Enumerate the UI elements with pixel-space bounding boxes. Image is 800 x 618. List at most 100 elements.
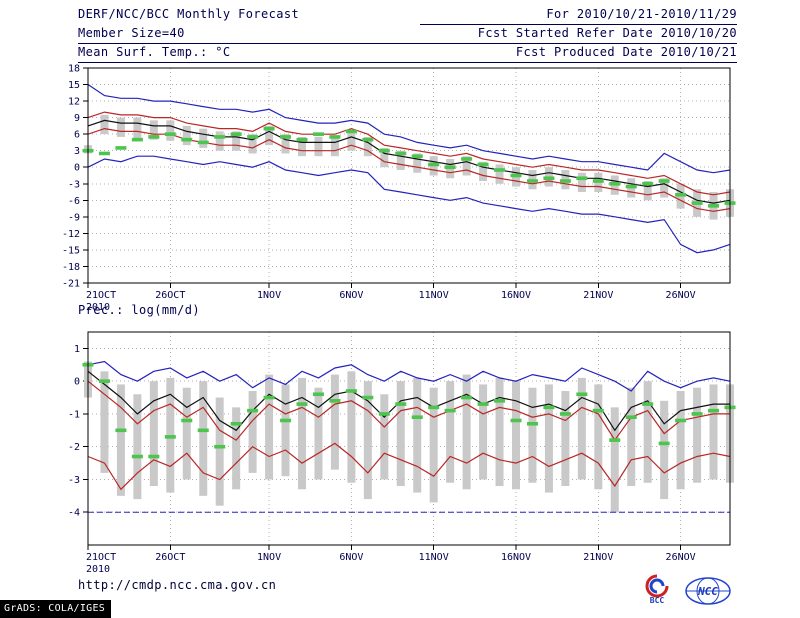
obs-dash: [362, 137, 374, 142]
y-tick-label: -15: [62, 245, 80, 256]
ensemble-spread-bar: [577, 172, 586, 193]
x-tick-label: 26OCT: [155, 552, 185, 563]
ensemble-spread-bar: [627, 387, 636, 487]
ensemble-spread-bar: [149, 381, 158, 487]
ensemble-spread-bar: [660, 400, 669, 500]
ensemble-spread-bar: [660, 178, 669, 198]
ensemble-spread-bar: [363, 381, 372, 500]
obs-dash: [345, 129, 357, 134]
obs-dash: [494, 399, 506, 403]
bcc-logo: BCC: [641, 572, 673, 608]
obs-dash: [296, 137, 308, 142]
x-tick-label: 1NOV: [257, 552, 281, 563]
x-tick-label: 21NOV: [583, 552, 613, 563]
y-tick-label: 18: [68, 64, 80, 75]
obs-dash: [526, 179, 538, 183]
y-tick-label: -6: [68, 196, 80, 207]
obs-dash: [329, 399, 341, 403]
ensemble-spread-bar: [693, 387, 702, 483]
plot-frame: [87, 67, 731, 284]
y-tick-label: 15: [68, 80, 80, 91]
obs-dash: [115, 146, 127, 150]
obs-dash: [115, 428, 127, 433]
y-tick-label: 6: [74, 130, 80, 141]
bcc-logo-blue-swirl: [649, 578, 665, 594]
obs-dash: [411, 154, 423, 159]
obs-dash: [559, 179, 571, 183]
obs-dash: [444, 408, 456, 413]
ensemble-spread-bar: [248, 134, 257, 154]
obs-dash: [164, 132, 176, 136]
ensemble-spread-bar: [577, 377, 586, 480]
obs-dash: [461, 157, 473, 161]
obs-dash: [477, 162, 489, 167]
ncc-logo-label: NCC: [697, 585, 718, 598]
member-size-label: Member Size=40: [78, 26, 185, 40]
ensemble-spread-bar: [479, 384, 488, 480]
obs-dash: [148, 135, 160, 139]
plot-frame: [87, 331, 731, 546]
ensemble-spread-bar: [643, 381, 652, 483]
x-tick-label: 21NOV: [583, 290, 613, 301]
ensemble-spread-bar: [462, 374, 471, 490]
ensemble-spread-bar: [215, 397, 224, 506]
x-year-label: 2010: [86, 564, 110, 575]
ensemble-spread-bar: [298, 377, 306, 490]
series-line-ensemble-mean: [87, 119, 731, 204]
x-tick-label: 21OCT: [86, 552, 116, 563]
ensemble-spread-bar: [495, 377, 504, 487]
x-tick-label: 11NOV: [419, 290, 449, 301]
ensemble-spread-bar: [149, 120, 158, 140]
obs-dash: [526, 421, 538, 426]
obs-dash: [559, 412, 571, 416]
obs-dash: [131, 137, 143, 142]
obs-dash: [494, 168, 506, 172]
obs-dash: [576, 392, 588, 397]
y-tick-label: -12: [62, 229, 80, 240]
obs-dash: [428, 405, 440, 410]
x-year-label: 2010: [86, 302, 110, 313]
obs-dash: [378, 148, 390, 153]
x-tick-label: 16NOV: [501, 290, 531, 301]
ensemble-spread-bar: [446, 381, 455, 483]
y-tick-label: -3: [68, 475, 80, 486]
x-tick-label: 26OCT: [155, 290, 185, 301]
ensemble-spread-bar: [479, 161, 488, 182]
ensemble-spread-bar: [281, 134, 290, 154]
series-line-spread-lower: [87, 442, 731, 491]
series-line-ensemble-max: [87, 84, 731, 174]
obs-dash: [247, 408, 259, 413]
ensemble-spread-bar: [330, 374, 339, 470]
obs-dash: [461, 395, 473, 400]
ensemble-spread-bar: [495, 164, 504, 184]
obs-dash: [691, 201, 703, 205]
obs-dash: [609, 181, 621, 186]
obs-dash: [592, 408, 604, 413]
obs-dash: [263, 126, 275, 131]
obs-dash: [197, 140, 209, 145]
y-tick-label: -21: [62, 279, 80, 290]
ensemble-spread-bar: [363, 136, 372, 157]
bcc-logo-label: BCC: [650, 596, 665, 604]
ensemble-spread-bar: [413, 377, 422, 493]
y-tick-label: 0: [74, 163, 80, 174]
y-tick-label: 1: [74, 344, 80, 355]
x-tick-label: 1NOV: [257, 290, 281, 301]
obs-dash: [230, 421, 242, 426]
forecast-range-label: For 2010/10/21-2010/11/29: [546, 7, 737, 21]
obs-dash: [444, 165, 456, 170]
y-tick-label: -9: [68, 212, 80, 223]
obs-dash: [395, 151, 407, 156]
ensemble-spread-bar: [100, 371, 109, 473]
ensemble-spread-bar: [462, 156, 471, 176]
ensemble-spread-bar: [182, 125, 191, 146]
obs-dash: [395, 402, 407, 406]
header-rule-bottom: [78, 62, 737, 63]
y-tick-label: 9: [74, 113, 80, 124]
obs-dash: [164, 435, 176, 439]
obs-dash: [247, 135, 259, 139]
page-title: DERF/NCC/BCC Monthly Forecast: [78, 7, 300, 21]
ensemble-spread-bar: [709, 384, 718, 480]
obs-dash: [510, 418, 522, 423]
